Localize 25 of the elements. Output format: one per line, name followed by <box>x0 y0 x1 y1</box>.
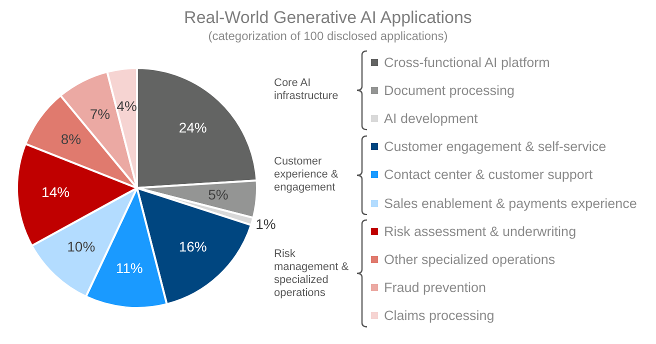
data-label: 11% <box>116 260 143 276</box>
data-label: 14% <box>42 184 70 200</box>
data-label: 4% <box>116 98 137 114</box>
data-label: 24% <box>178 119 207 136</box>
data-label: 10% <box>67 238 96 254</box>
text: Customer experience & engagement <box>274 155 340 194</box>
legend-label: Cross-functional AI platform <box>384 54 550 70</box>
legend-label: Sales enablement & payments experience <box>384 196 637 210</box>
legend-label: Risk assessment & underwriting <box>384 224 576 239</box>
legend-label: Customer engagement & self-service <box>384 139 606 154</box>
data-label: 5% <box>208 186 228 203</box>
legend-label: Fraud prevention <box>384 280 486 296</box>
legend-label: Other specialized operations <box>384 252 556 267</box>
legend-label: Document processing <box>384 82 515 98</box>
data-label: 8% <box>60 130 82 147</box>
data-label: 7% <box>90 106 110 122</box>
data-label: 16% <box>178 238 207 254</box>
text: Core AI infrastructure <box>274 77 340 104</box>
legend-label: Claims processing <box>384 308 494 324</box>
legend-label: Contact center & customer support <box>384 167 593 182</box>
chart-subtitle: (categorization of 100 disclosed applications) <box>207 29 449 43</box>
legend-label: AI development <box>384 110 478 126</box>
data-label: 1% <box>256 216 276 232</box>
text: Risk management & specialized operations <box>274 248 350 300</box>
chart-title: Real-World Generative AI Applications <box>183 8 473 28</box>
